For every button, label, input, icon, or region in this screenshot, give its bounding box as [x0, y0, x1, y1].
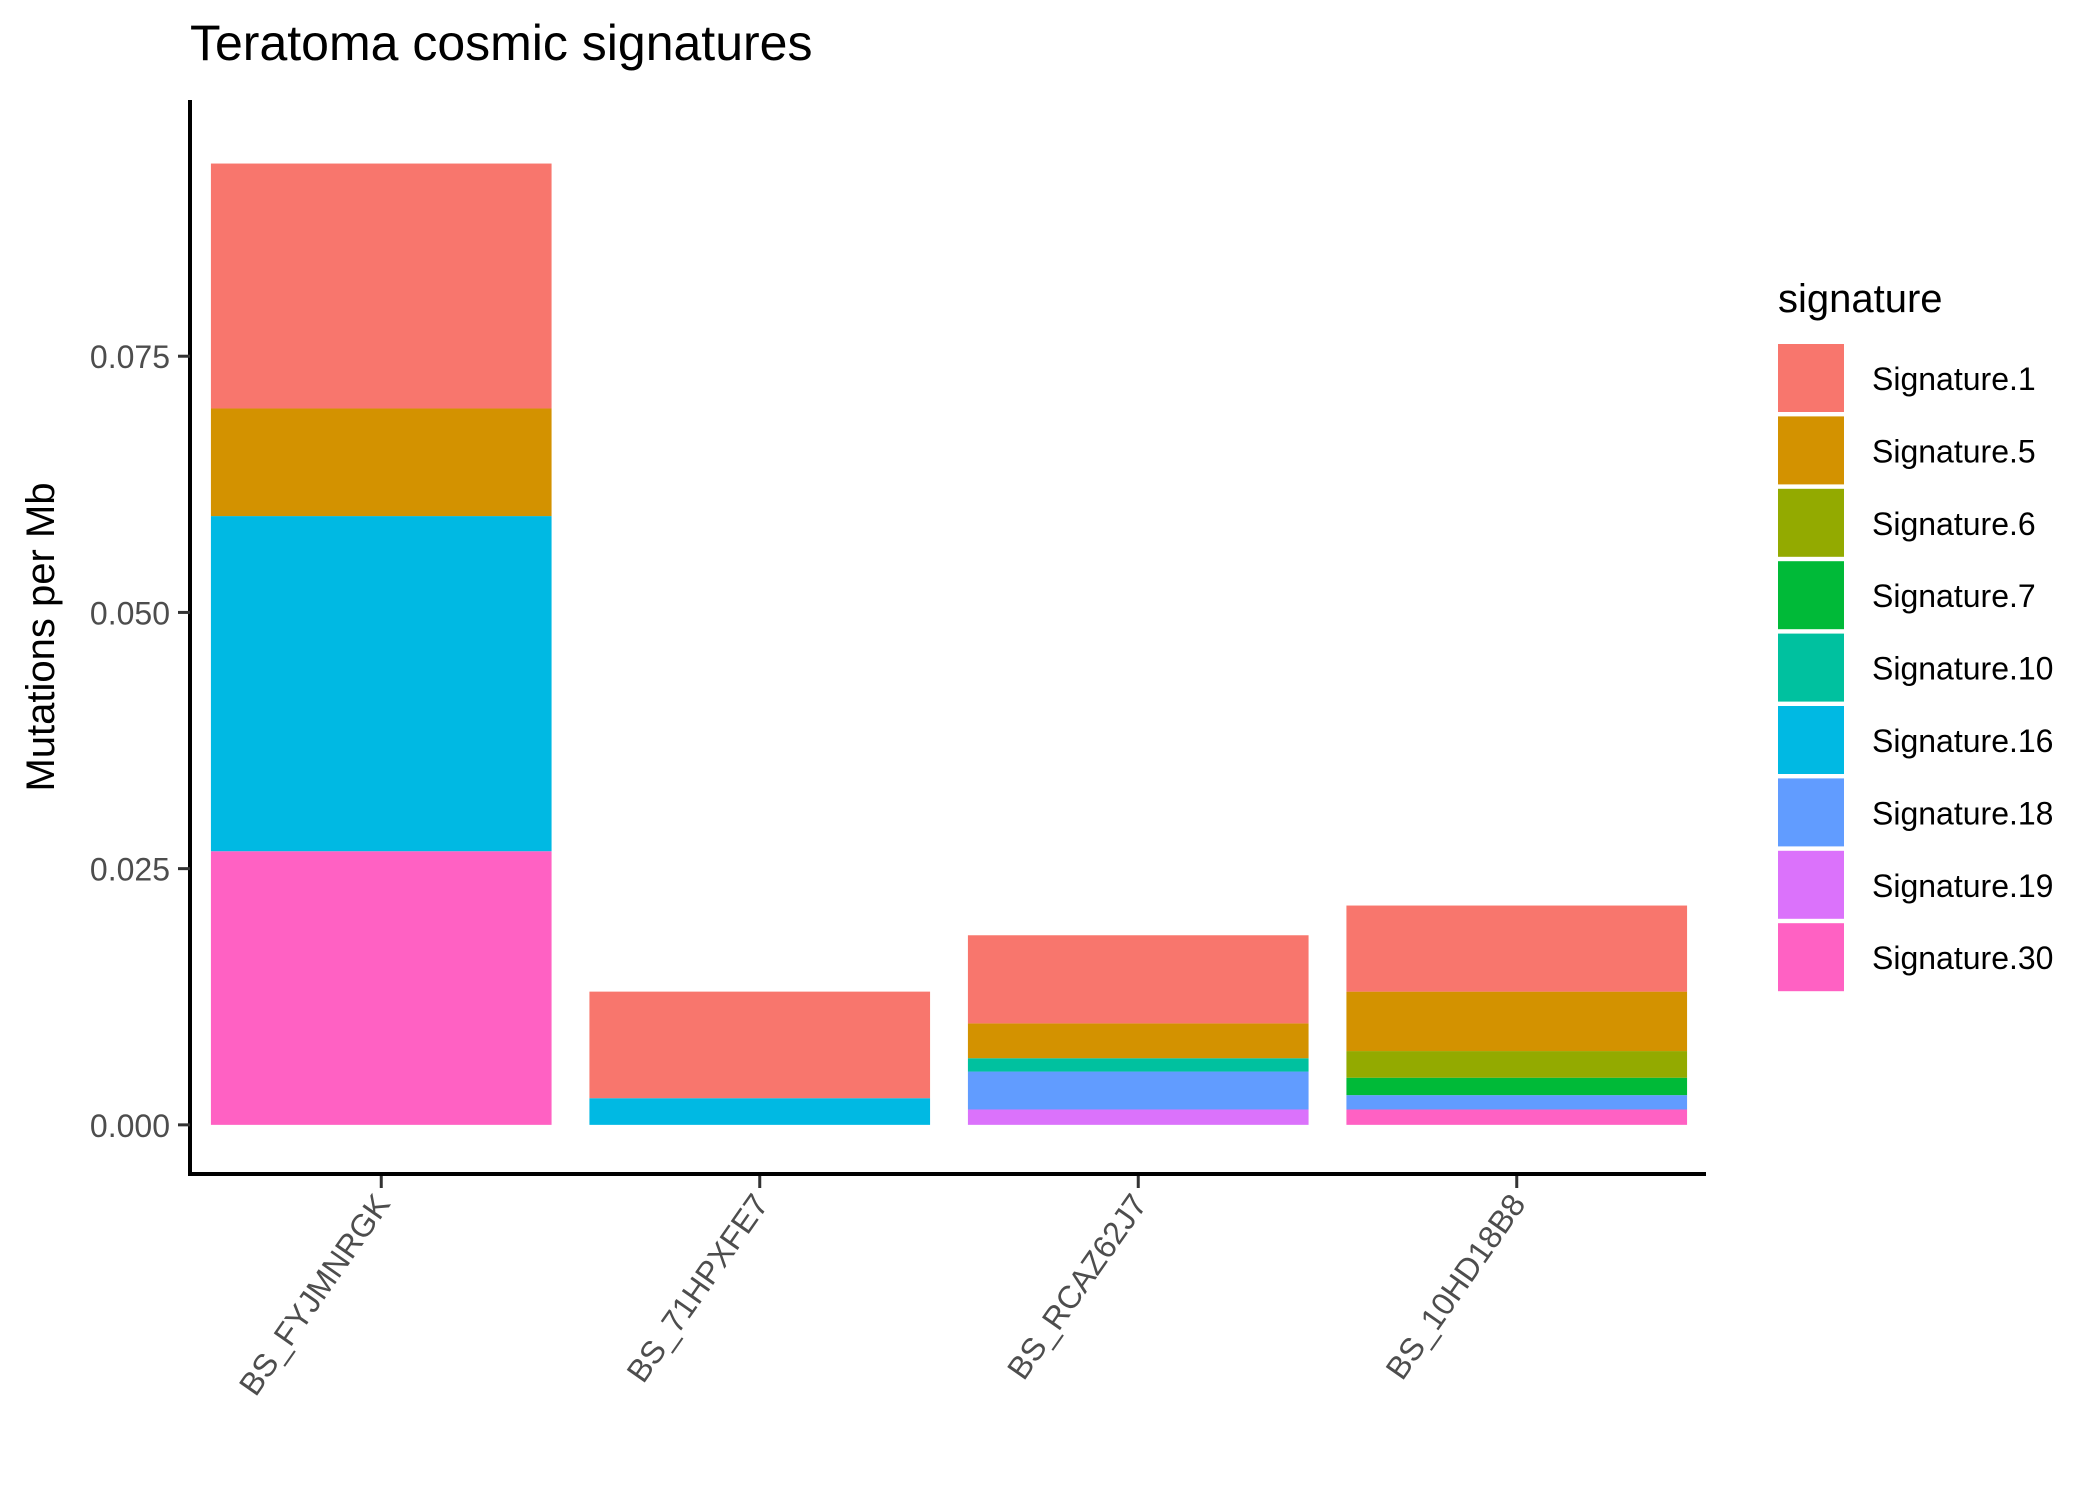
legend-key-signature-6 [1778, 488, 1844, 557]
bar-segment-bs-fyjmnrgk-signature-30 [210, 851, 552, 1125]
bar-segment-bs-10hd18b8-signature-18 [1346, 1095, 1688, 1110]
bar-segment-bs-10hd18b8-signature-30 [1346, 1109, 1688, 1125]
bar-segment-bs-10hd18b8-signature-6 [1346, 1051, 1688, 1078]
chart-title: Teratoma cosmic signatures [190, 15, 812, 71]
legend-label: Signature.18 [1872, 795, 2053, 831]
legend-key-signature-19 [1778, 850, 1844, 919]
bar-segment-bs-10hd18b8-signature-1 [1346, 905, 1688, 992]
y-axis-ticks: 0.000 0.025 0.050 0.075 [90, 339, 190, 1144]
bars-group [210, 163, 1688, 1125]
legend-label: Signature.30 [1872, 940, 2053, 976]
bar-segment-bs-rcaz62j7-signature-5 [967, 1023, 1309, 1059]
bar-segment-bs-71hpxfe7-signature-16 [589, 1098, 931, 1125]
bar-segment-bs-rcaz62j7-signature-1 [967, 935, 1309, 1024]
x-tick-label: BS_RCAZ62J7 [1000, 1187, 1154, 1385]
bar-segment-bs-rcaz62j7-signature-19 [967, 1109, 1309, 1125]
legend-key-signature-5 [1778, 416, 1844, 485]
legend-key-signature-16 [1778, 706, 1844, 774]
bar-segment-bs-rcaz62j7-signature-18 [967, 1071, 1309, 1110]
bar-segment-bs-rcaz62j7-signature-10 [967, 1058, 1309, 1072]
bar-segment-bs-fyjmnrgk-signature-5 [210, 408, 552, 517]
legend-label: Signature.19 [1872, 868, 2053, 904]
bar-segment-bs-71hpxfe7-signature-1 [589, 991, 931, 1099]
legend-label: Signature.10 [1872, 651, 2053, 687]
legend-label: Signature.5 [1872, 433, 2036, 469]
bar-segment-bs-10hd18b8-signature-7 [1346, 1077, 1688, 1096]
y-tick-label: 0.000 [90, 1108, 170, 1144]
bar-segment-bs-fyjmnrgk-signature-1 [210, 163, 552, 409]
legend-key-signature-7 [1778, 561, 1844, 630]
legend-items: Signature.1 Signature.5 Signature.6 Signatu… [1778, 344, 2053, 992]
x-tick-label: BS_71HPXFE7 [619, 1187, 775, 1388]
x-tick-label: BS_10HD18B8 [1379, 1187, 1533, 1385]
legend-key-signature-18 [1778, 778, 1844, 847]
legend-key-signature-30 [1778, 923, 1844, 992]
y-tick-label: 0.075 [90, 339, 170, 375]
legend-key-signature-1 [1778, 344, 1844, 412]
x-tick-label: BS_FYJMNRGK [232, 1187, 397, 1401]
legend: signature Signature.1Signature.5Signatur… [1778, 277, 2053, 992]
y-axis-label: Mutations per Mb [19, 482, 63, 791]
legend-label: Signature.7 [1872, 578, 2036, 614]
x-axis-ticks: BS_FYJMNRGK BS_71HPXFE7 BS_RCAZ62J7 BS_10HD… [232, 1176, 1533, 1402]
bar-segment-bs-fyjmnrgk-signature-16 [210, 516, 552, 852]
legend-title: signature [1778, 277, 1943, 321]
y-tick-label: 0.025 [90, 852, 170, 888]
y-tick-label: 0.050 [90, 595, 170, 631]
bar-segment-bs-10hd18b8-signature-5 [1346, 991, 1688, 1052]
legend-label: Signature.16 [1872, 723, 2053, 759]
legend-label: Signature.1 [1872, 361, 2036, 397]
legend-label: Signature.6 [1872, 506, 2036, 542]
legend-key-signature-10 [1778, 633, 1844, 702]
